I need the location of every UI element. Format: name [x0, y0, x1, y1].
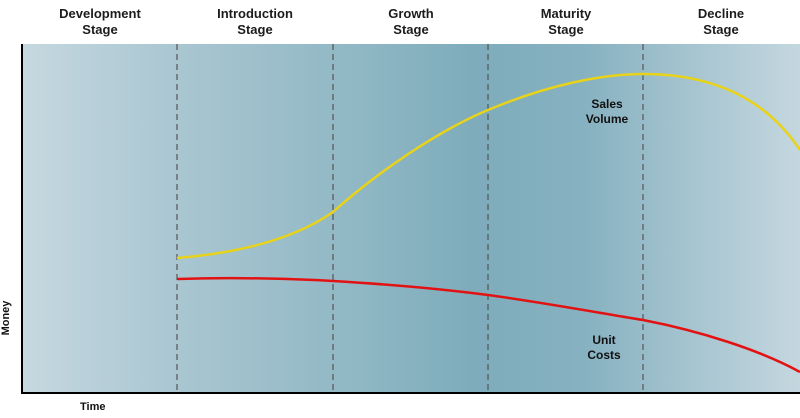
- sales-volume-curve: [176, 72, 800, 260]
- stage-label-growth: Growth Stage: [388, 6, 434, 37]
- stage-label-decline: Decline Stage: [697, 6, 745, 37]
- stage-label-introduction: Introduction Stage: [217, 6, 293, 37]
- stage-label-maturity: Maturity Stage: [540, 6, 592, 37]
- unit-costs-curve: [176, 276, 800, 374]
- y-axis-label: Money: [0, 300, 12, 336]
- x-axis-label: Time: [80, 401, 106, 413]
- stage-label-development: Development Stage: [59, 6, 141, 37]
- unit-costs-label: Unit Costs: [587, 333, 621, 362]
- sales-volume-label: Sales Volume: [585, 97, 629, 126]
- chart-background: [22, 44, 800, 393]
